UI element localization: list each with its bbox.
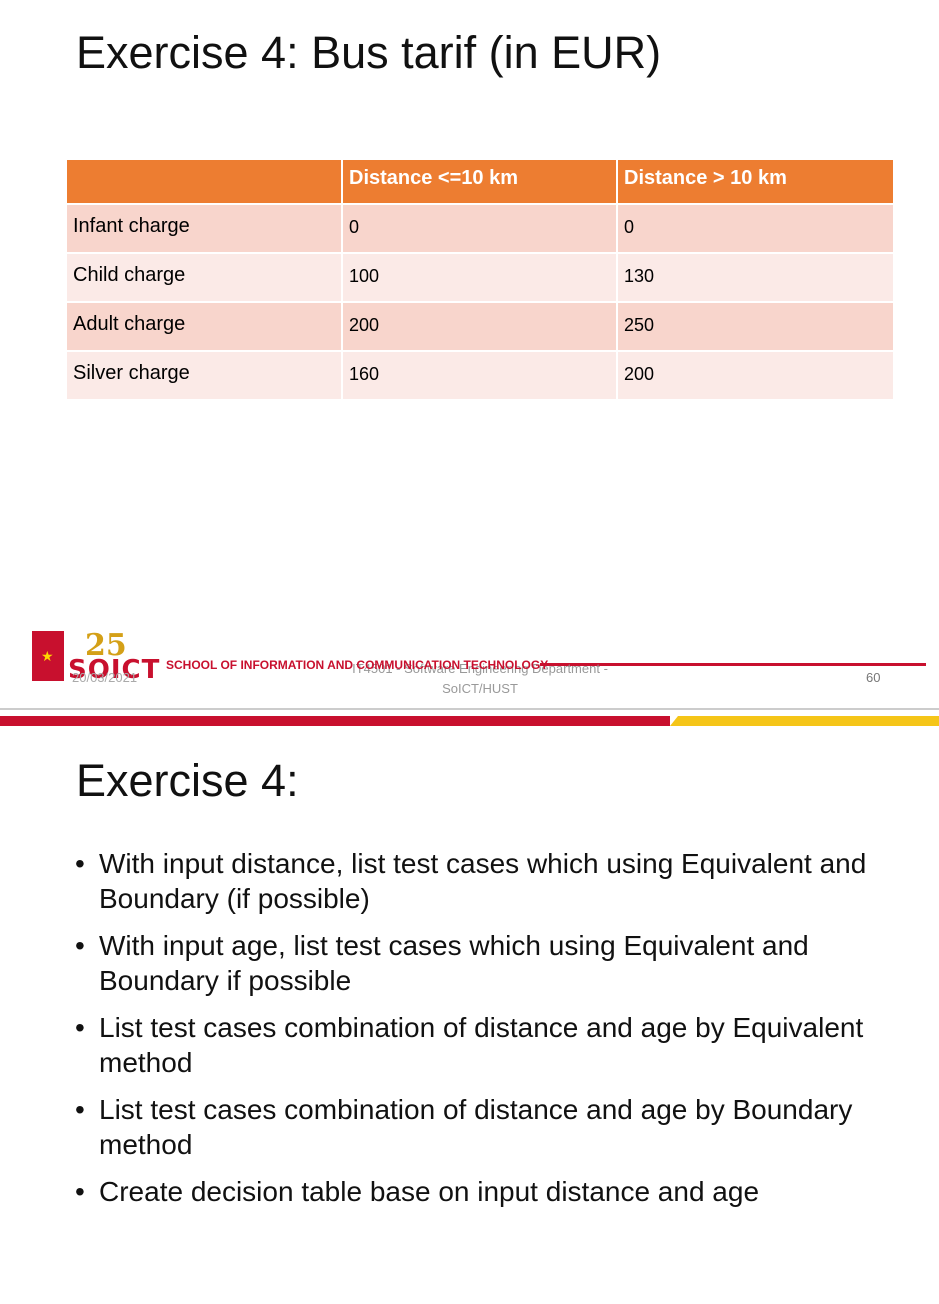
- footer-rule: [540, 663, 926, 666]
- list-item: • With input age, list test cases which u…: [75, 928, 875, 998]
- table-cell: 250: [616, 301, 895, 352]
- table-cell: 100: [341, 252, 618, 303]
- table-row: Child charge 100 130: [65, 252, 895, 303]
- table-cell: Infant charge: [65, 203, 343, 254]
- list-item-text: With input age, list test cases which us…: [99, 930, 809, 996]
- footer-school-name: SCHOOL OF INFORMATION AND COMMUNICATION …: [166, 658, 549, 672]
- slide-footer: ★ 25 SOICT IT4501 - Software Engineering…: [0, 628, 939, 698]
- tarif-table: Distance <=10 km Distance > 10 km Infant…: [65, 158, 895, 401]
- bullet-icon: •: [75, 1012, 85, 1043]
- footer-date: 20/03/2021: [72, 670, 138, 685]
- table-header-row: Distance <=10 km Distance > 10 km: [65, 158, 895, 205]
- table-cell: 0: [616, 203, 895, 254]
- table-row: Silver charge 160 200: [65, 350, 895, 401]
- slide-header-bar: [0, 716, 670, 726]
- university-crest-icon: ★: [32, 631, 64, 681]
- slide-title: Exercise 4:: [76, 755, 299, 806]
- bullet-icon: •: [75, 848, 85, 879]
- table-row: Infant charge 0 0: [65, 203, 895, 254]
- table-header-cell: Distance > 10 km: [616, 158, 895, 205]
- table-row: Adult charge 200 250: [65, 301, 895, 352]
- list-item: • List test cases combination of distance…: [75, 1010, 875, 1080]
- bullet-icon: •: [75, 1094, 85, 1125]
- table-header-cell: [65, 158, 343, 205]
- slide-title: Exercise 4: Bus tarif (in EUR): [76, 27, 662, 78]
- list-item: • List test cases combination of distance…: [75, 1092, 875, 1162]
- bullet-icon: •: [75, 930, 85, 961]
- table-cell: 0: [341, 203, 618, 254]
- table-cell: Adult charge: [65, 301, 343, 352]
- slide-header-accent: [670, 716, 939, 726]
- table-header-cell: Distance <=10 km: [341, 158, 618, 205]
- footer-department-line: IT4501 - Software Engineering Department…: [352, 661, 608, 676]
- table-cell: Child charge: [65, 252, 343, 303]
- table-cell: Silver charge: [65, 350, 343, 401]
- slide-separator: [0, 708, 939, 710]
- footer-department: IT4501 - Software Engineering Department…: [330, 659, 630, 699]
- footer-department-line: SoICT/HUST: [442, 681, 518, 696]
- list-item-text: List test cases combination of distance …: [99, 1094, 853, 1160]
- exercise-list: • With input distance, list test cases wh…: [75, 846, 875, 1221]
- list-item-text: List test cases combination of distance …: [99, 1012, 864, 1078]
- table-cell: 200: [341, 301, 618, 352]
- table-cell: 130: [616, 252, 895, 303]
- footer-page-number: 60: [866, 670, 881, 685]
- table-cell: 160: [341, 350, 618, 401]
- logo-text: SOICT: [68, 655, 161, 685]
- logo-anniversary-number: 25: [85, 628, 127, 663]
- bullet-icon: •: [75, 1176, 85, 1207]
- table-cell: 200: [616, 350, 895, 401]
- list-item-text: Create decision table base on input dist…: [99, 1176, 760, 1207]
- list-item-text: With input distance, list test cases whi…: [99, 848, 867, 914]
- list-item: • Create decision table base on input dis…: [75, 1174, 875, 1209]
- list-item: • With input distance, list test cases wh…: [75, 846, 875, 916]
